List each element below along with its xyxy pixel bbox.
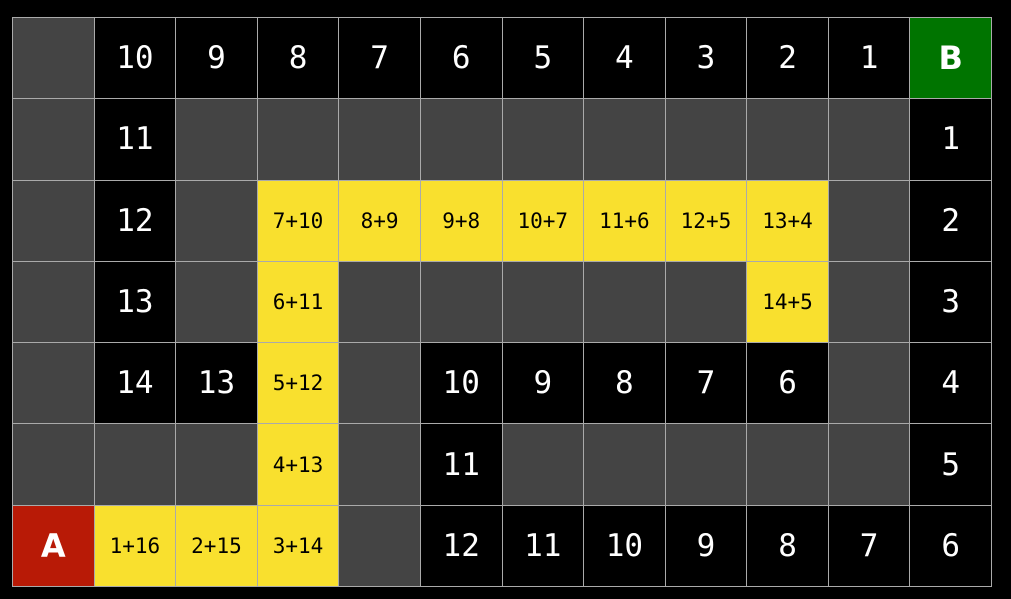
wall-cell (747, 424, 829, 506)
open-cell: 9 (176, 18, 258, 100)
wall-cell (176, 424, 258, 506)
wall-cell (828, 261, 911, 344)
open-cell: 11 (502, 505, 585, 587)
wall-cell (176, 99, 258, 181)
wall-cell (584, 99, 666, 181)
wall-cell (665, 99, 748, 181)
wall-cell (339, 261, 421, 344)
open-cell: 11 (420, 424, 503, 506)
open-cell: 12 (94, 180, 177, 262)
open-cell: 1 (910, 99, 992, 181)
open-cell: 10 (420, 343, 503, 425)
wall-cell (584, 424, 666, 506)
path-cell: 1+16 (94, 505, 177, 587)
open-cell: 1 (828, 18, 911, 100)
open-cell: 9 (665, 505, 748, 587)
open-cell: 7 (828, 505, 911, 587)
wall-cell (13, 424, 95, 506)
open-cell: 7 (339, 18, 421, 100)
open-cell: 3 (665, 18, 748, 100)
wall-cell (13, 180, 95, 262)
open-cell: 4 (584, 18, 666, 100)
wall-cell (176, 180, 258, 262)
wall-cell (176, 261, 258, 344)
open-cell: 2 (910, 180, 992, 262)
open-cell: 5 (502, 18, 585, 100)
open-cell: 12 (420, 505, 503, 587)
wall-cell (828, 180, 911, 262)
wall-cell (502, 261, 585, 344)
path-cell: 8+9 (339, 180, 421, 262)
wall-cell (828, 99, 911, 181)
path-cell: 14+5 (747, 261, 829, 344)
path-cell: 4+13 (257, 424, 340, 506)
open-cell: 13 (94, 261, 177, 344)
goal-cell: B (910, 18, 992, 100)
open-cell: 9 (502, 343, 585, 425)
open-cell: 8 (584, 343, 666, 425)
path-cell: 5+12 (257, 343, 340, 425)
path-cell: 10+7 (502, 180, 585, 262)
open-cell: 6 (910, 505, 992, 587)
wall-cell (339, 505, 421, 587)
path-cell: 6+11 (257, 261, 340, 344)
wall-cell (502, 424, 585, 506)
wall-cell (13, 99, 95, 181)
wall-cell (339, 424, 421, 506)
wall-cell (420, 261, 503, 344)
wall-cell (339, 99, 421, 181)
path-cell: 13+4 (747, 180, 829, 262)
wall-cell (747, 99, 829, 181)
path-cell: 7+10 (257, 180, 340, 262)
path-cell: 9+8 (420, 180, 503, 262)
wall-cell (828, 424, 911, 506)
open-cell: 3 (910, 261, 992, 344)
path-cell: 11+6 (584, 180, 666, 262)
open-cell: 5 (910, 424, 992, 506)
wall-cell (665, 424, 748, 506)
open-cell: 10 (584, 505, 666, 587)
path-cell: 12+5 (665, 180, 748, 262)
open-cell: 14 (94, 343, 177, 425)
open-cell: 7 (665, 343, 748, 425)
wall-cell (339, 343, 421, 425)
wall-cell (828, 343, 911, 425)
wall-cell (665, 261, 748, 344)
open-cell: 6 (747, 343, 829, 425)
open-cell: 2 (747, 18, 829, 100)
wall-cell (420, 99, 503, 181)
wall-cell (13, 343, 95, 425)
open-cell: 6 (420, 18, 503, 100)
open-cell: 11 (94, 99, 177, 181)
wall-cell (584, 261, 666, 344)
wall-cell (94, 424, 177, 506)
wall-cell (502, 99, 585, 181)
wall-cell (13, 261, 95, 344)
open-cell: 13 (176, 343, 258, 425)
wall-cell (257, 99, 340, 181)
open-cell: 4 (910, 343, 992, 425)
start-cell: A (13, 505, 95, 587)
path-cell: 3+14 (257, 505, 340, 587)
pathfinding-grid: 10 9 8 7 6 5 4 3 2 1 B 11 1 12 7+10 8+9 9+8 10+7 11+6 12+5 1… (12, 17, 992, 587)
wall-cell (13, 18, 95, 100)
open-cell: 10 (94, 18, 177, 100)
open-cell: 8 (257, 18, 340, 100)
open-cell: 8 (747, 505, 829, 587)
path-cell: 2+15 (176, 505, 258, 587)
